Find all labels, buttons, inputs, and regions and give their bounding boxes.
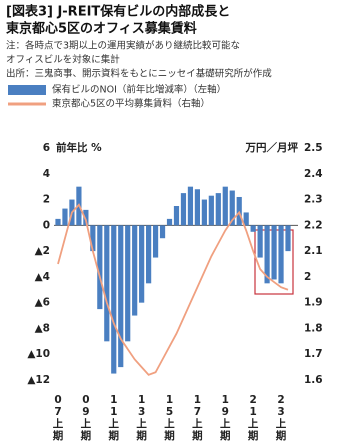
x-tick-label: 13上期: [136, 394, 147, 442]
bar: [180, 193, 187, 226]
y-tick-label: 6: [43, 142, 50, 154]
y2-tick-label: 1.6: [304, 374, 323, 386]
bar: [152, 225, 159, 258]
bar: [222, 186, 228, 226]
legend-swatch: [8, 85, 46, 95]
bar: [104, 225, 110, 342]
y2-tick-label: 1.7: [304, 348, 323, 360]
bar: [146, 225, 152, 284]
bar: [55, 218, 61, 226]
x-tick-label: 07上期: [52, 394, 64, 442]
bar: [111, 225, 117, 374]
y2-axis-label: 万円／月坪: [245, 141, 299, 154]
note: 注：各時点で3期以上の運用実績があり継続比較可能な: [6, 40, 240, 52]
bar: [159, 225, 166, 239]
bar: [278, 225, 284, 284]
x-tick-label: 17上期: [192, 394, 203, 442]
legend-label: 東京都心5区の平均募集賃料（右軸）: [52, 98, 210, 110]
bar: [229, 190, 235, 226]
bar: [257, 225, 263, 258]
y-tick-label: ▲6: [35, 297, 50, 309]
bar: [139, 225, 145, 303]
y-tick-label: ▲2: [35, 245, 50, 257]
note: オフィスビルを対象に集計: [6, 54, 120, 66]
y2-tick-label: 2.3: [304, 194, 323, 206]
bar: [201, 199, 207, 226]
y-tick-label: ▲4: [35, 271, 50, 283]
bar: [243, 212, 249, 226]
chart-title: [図表3] J-REIT保有ビルの内部成長と: [6, 4, 230, 20]
x-tick-label: 11上期: [108, 394, 120, 442]
y2-tick-label: 1.8: [304, 322, 323, 334]
y-tick-label: 2: [43, 194, 50, 206]
y2-tick-label: 2.1: [304, 245, 323, 257]
bar: [166, 218, 173, 226]
bar: [187, 186, 194, 226]
bar: [285, 225, 291, 252]
y2-tick-label: 2.4: [304, 168, 323, 180]
y-tick-label: 0: [43, 219, 50, 231]
bar: [90, 225, 96, 252]
bar: [118, 225, 124, 368]
bar: [132, 225, 138, 316]
bar: [62, 208, 68, 226]
bar: [215, 193, 221, 226]
y-tick-label: ▲10: [27, 348, 50, 360]
x-tick-label: 23上期: [275, 394, 287, 442]
y2-tick-label: 2.2: [304, 219, 323, 231]
bar: [208, 195, 214, 226]
bar: [264, 225, 270, 284]
y2-tick-label: 2.5: [304, 142, 323, 154]
x-tick-label: 09上期: [80, 394, 92, 442]
y-axis-label: 前年比 %: [56, 141, 102, 154]
bar: [194, 189, 200, 226]
x-tick-label: 21上期: [247, 394, 259, 442]
y-tick-label: ▲8: [35, 322, 50, 334]
y2-tick-label: 2: [304, 271, 311, 283]
bar: [173, 206, 180, 226]
y-tick-label: ▲12: [27, 374, 50, 386]
bar: [271, 225, 277, 280]
bar: [250, 225, 256, 232]
x-tick-label: 19上期: [220, 394, 231, 442]
bar: [83, 209, 89, 226]
bar: [97, 225, 103, 310]
x-tick-label: 15上期: [164, 394, 175, 442]
chart-title: 東京都心5区のオフィス募集賃料: [6, 21, 197, 37]
line: [57, 203, 289, 376]
legend-label: 保有ビルのNOI（前年比増減率）（左軸）: [52, 84, 226, 96]
y2-tick-label: 1.9: [304, 297, 323, 309]
note: 出所：三鬼商事、開示資料をもとにニッセイ基礎研究所が作成: [6, 68, 272, 80]
bar: [125, 225, 131, 342]
y-tick-label: 4: [43, 168, 50, 180]
